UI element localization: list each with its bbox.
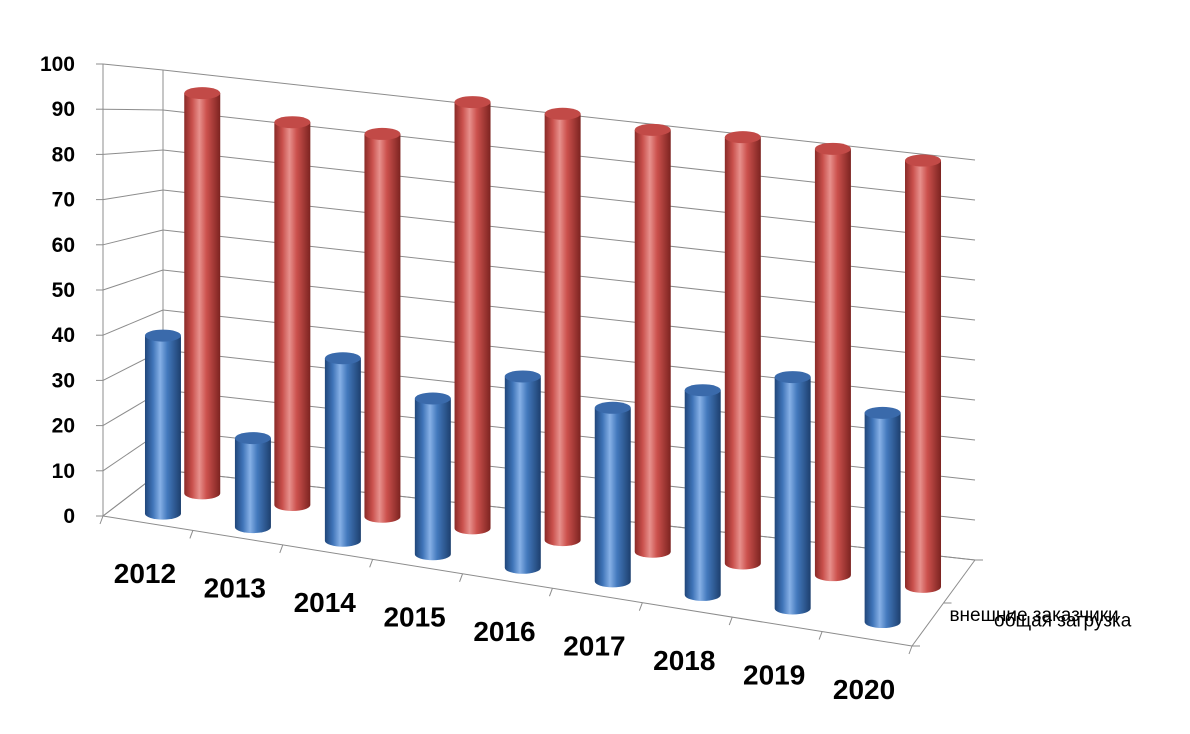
bar-2018-external-top [684,384,721,397]
bar-2016-external-top [504,370,541,383]
bar-2019-external-top [774,371,811,384]
x-axis-line [102,515,913,647]
y-tick-label: 30 [52,369,75,392]
side-gridline [102,63,164,71]
x-tick-label: 2018 [653,645,715,676]
bar-2014-total-body [364,133,401,523]
side-gridline [102,189,164,201]
x-tick-mark [189,530,194,539]
series-label-total: общая загрузка [994,611,1132,632]
x-tick-mark [908,645,913,655]
bar-2013-external-body [234,438,271,534]
bar-2014-total [364,127,401,523]
bar-2020-total-top [905,154,942,167]
y-tick-label: 20 [52,415,75,438]
x-tick-mark [638,602,643,611]
x-tick-label: 2019 [743,659,805,690]
bar-2016-total-top [544,107,581,120]
bar-2013-external-top [234,432,271,445]
bar-2014-external [324,352,361,547]
x-tick-label: 2012 [114,558,176,589]
series-label-external: внешние заказчики [949,605,1118,626]
x-tick-mark [99,515,104,525]
y-tick-label: 60 [52,234,75,257]
bar-2020-total-body [905,160,942,593]
x-tick-mark [728,616,733,626]
y-tick-label: 100 [40,53,75,76]
bar-2018-total-top [724,131,761,144]
y-tick-label: 50 [52,279,75,302]
bar-2018-total [724,131,761,570]
x-tick-mark [818,631,823,640]
x-tick-label: 2020 [833,674,895,705]
side-gridline [102,269,164,291]
bar-2019-external-body [774,377,811,615]
y-tick-label: 40 [52,324,75,347]
x-tick-mark [369,559,374,568]
bar-2017-external-top [594,401,631,414]
bar-2020-total [905,154,942,593]
y-tick-label: 90 [52,98,75,121]
bar-2016-external [504,370,541,574]
side-gridline [102,108,164,111]
bar-2012-external [144,329,181,520]
bar-2017-total [634,123,671,558]
bar-2017-external-body [594,407,631,588]
bar-2018-total-body [724,137,761,570]
x-tick-label: 2017 [563,630,625,661]
bar-2014-external-body [324,358,361,547]
bar-2017-total-body [634,129,671,558]
side-gridline [102,309,164,336]
bar-2020-external [864,406,901,629]
x-tick-label: 2016 [473,616,535,647]
bar-2019-total-top [814,142,851,155]
bar-2016-total [544,107,581,547]
bar-2012-total [184,87,221,500]
bar-2015-external-body [414,398,451,561]
bar-2017-external [594,401,631,588]
y-tick-label: 10 [52,460,75,483]
x-tick-mark [279,544,284,554]
bar-2015-total-body [454,102,491,535]
bar-2018-external [684,384,721,601]
bar-2013-total-top [274,116,311,129]
bar-2020-external-top [864,406,901,419]
x-tick-mark [548,588,553,597]
x-tick-label: 2013 [204,573,266,604]
bar-2015-external-top [414,392,451,405]
bar-2015-external [414,392,451,561]
y-tick-label: 0 [63,505,75,528]
y-tick-label: 80 [52,143,75,166]
bar-2014-external-top [324,352,361,365]
bar-2013-external [234,432,271,534]
side-gridline [102,149,164,155]
bar-2013-total-body [274,122,311,512]
bar-2012-external-top [144,329,181,342]
bar-2016-external-body [504,376,541,574]
bar-2012-total-body [184,93,221,500]
x-tick-label: 2015 [383,602,445,633]
y-tick-label: 70 [52,189,75,212]
x-tick-mark [459,573,464,582]
x-tick-label: 2014 [294,587,357,618]
side-gridline [102,229,164,246]
bar-2015-total-top [454,96,491,109]
bar-2012-total-top [184,87,221,100]
bar-2014-total-top [364,127,401,140]
bar-2013-total [274,116,311,512]
bar-2019-external [774,371,811,615]
bar-2019-total [814,142,851,582]
bar-2015-total [454,96,491,535]
bar-2018-external-body [684,390,721,601]
bar-2019-total-body [814,148,851,582]
bar-2012-external-body [144,335,181,520]
bar-2016-total-body [544,113,581,547]
bar-2020-external-body [864,412,901,629]
bar-2017-total-top [634,123,671,136]
